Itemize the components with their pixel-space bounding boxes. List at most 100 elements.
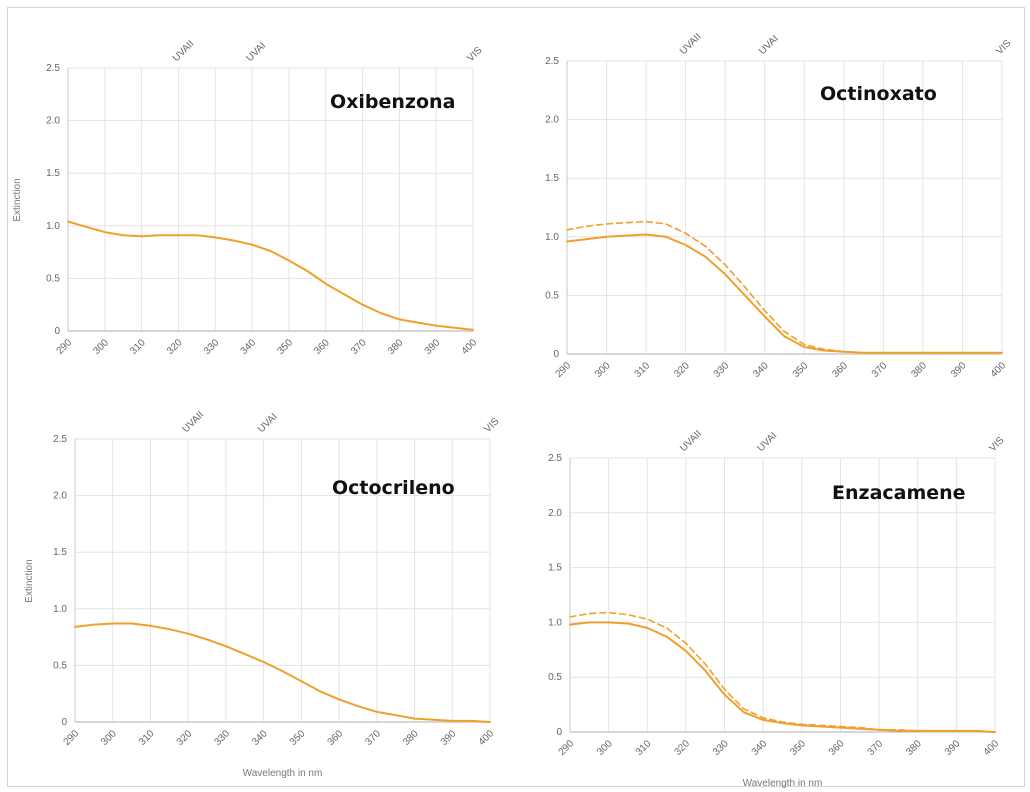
y-tick-label: 1.0 [548, 617, 562, 628]
x-tick-label: 400 [460, 337, 480, 357]
x-tick-label: 300 [91, 337, 111, 357]
x-tick-label: 350 [788, 738, 808, 758]
x-tick-label: 400 [477, 728, 497, 748]
series-line-solid [67, 220, 474, 331]
x-tick-label: 380 [909, 360, 929, 380]
chart-octocrileno: 290 300 310 320 330 340 350 360 370 380 390 400 0 0.5… [24, 409, 502, 779]
y-tick-label: 2.5 [548, 453, 562, 464]
x-tick-label: 320 [175, 728, 195, 748]
band-label: UVAI [757, 33, 781, 57]
x-tick-label: 360 [326, 728, 346, 748]
x-tick-label: 320 [165, 337, 185, 357]
x-tick-label: 400 [989, 360, 1009, 380]
y-axis-label: Extinction [12, 178, 23, 221]
band-label: UVAII [678, 428, 704, 454]
y-tick-label: 2.0 [46, 116, 60, 127]
series-line-dashed [569, 611, 996, 733]
y-tick-label: 0.5 [53, 660, 67, 671]
series-line-solid [74, 622, 491, 723]
y-tick-label: 1.0 [53, 604, 67, 615]
y-tick-label: 1.5 [545, 173, 559, 184]
x-tick-label: 360 [830, 360, 850, 380]
x-tick-label: 390 [949, 360, 969, 380]
x-tick-label: 330 [212, 728, 232, 748]
y-tick-label: 0.5 [548, 672, 562, 683]
chart-enzacamene: 290 300 310 320 330 340 350 360 370 380 390 400 0 0.5… [548, 428, 1007, 789]
y-tick-label: 0.5 [46, 273, 60, 284]
band-label: UVAII [171, 38, 197, 64]
chart-title: Octinoxato [820, 83, 937, 105]
x-tick-label: 350 [275, 337, 295, 357]
band-label: VIS [482, 416, 501, 435]
x-tick-label: 300 [595, 738, 615, 758]
band-label: UVAI [756, 430, 780, 454]
y-tick-label: 1.0 [46, 221, 60, 232]
x-axis-label: Wavelength in nm [743, 778, 823, 789]
chart-oxibenzona: 290 300 310 320 330 340 350 360 370 380 390 400 0 0.5… [12, 38, 485, 357]
x-tick-label: 390 [439, 728, 459, 748]
x-tick-label: 350 [288, 728, 308, 748]
x-tick-label: 340 [250, 728, 270, 748]
y-tick-label: 1.0 [545, 232, 559, 243]
x-tick-label: 320 [672, 738, 692, 758]
x-tick-label: 360 [312, 337, 332, 357]
x-tick-label: 370 [866, 738, 886, 758]
x-tick-label: 320 [672, 360, 692, 380]
y-tick-label: 0 [61, 717, 67, 728]
y-tick-label: 2.5 [53, 434, 67, 445]
chart-octinoxato: 290 300 310 320 330 340 350 360 370 380 390 400 0 0.5… [545, 31, 1014, 380]
y-tick-label: 1.5 [46, 168, 60, 179]
series-line-dashed [566, 220, 1003, 354]
y-tick-label: 0 [553, 349, 559, 360]
band-label: VIS [994, 38, 1013, 57]
x-tick-label: 340 [239, 337, 259, 357]
x-tick-label: 340 [751, 360, 771, 380]
x-tick-label: 360 [827, 738, 847, 758]
y-tick-label: 0 [556, 727, 562, 738]
band-label: UVAI [244, 40, 268, 64]
x-tick-label: 300 [593, 360, 613, 380]
x-tick-label: 310 [634, 738, 654, 758]
y-tick-label: 2.0 [545, 115, 559, 126]
x-tick-label: 380 [401, 728, 421, 748]
x-tick-label: 370 [363, 728, 383, 748]
x-tick-label: 340 [750, 738, 770, 758]
y-tick-label: 2.5 [545, 56, 559, 67]
chart-title: Oxibenzona [330, 91, 455, 113]
band-label: UVAI [256, 411, 280, 435]
band-label: VIS [465, 45, 484, 64]
x-tick-label: 350 [791, 360, 811, 380]
x-tick-label: 380 [904, 738, 924, 758]
y-axis-label: Extinction [24, 559, 35, 602]
y-tick-label: 0 [54, 326, 60, 337]
y-tick-label: 2.0 [53, 491, 67, 502]
x-tick-label: 310 [137, 728, 157, 748]
x-tick-label: 290 [554, 360, 574, 380]
x-tick-label: 400 [982, 738, 1002, 758]
y-tick-label: 1.5 [548, 563, 562, 574]
y-tick-label: 1.5 [53, 547, 67, 558]
chart-title: Octocrileno [332, 477, 455, 499]
chart-title: Enzacamene [832, 482, 966, 504]
x-axis-label: Wavelength in nm [243, 768, 323, 779]
y-tick-label: 2.0 [548, 508, 562, 519]
x-tick-label: 370 [870, 360, 890, 380]
x-tick-label: 300 [99, 728, 119, 748]
band-label: UVAII [678, 31, 704, 57]
x-tick-label: 290 [55, 337, 75, 357]
x-tick-label: 330 [712, 360, 732, 380]
x-tick-label: 380 [386, 337, 406, 357]
x-tick-label: 290 [557, 738, 577, 758]
y-tick-label: 2.5 [46, 63, 60, 74]
band-label: UVAII [181, 409, 207, 435]
x-tick-label: 370 [349, 337, 369, 357]
x-tick-label: 330 [202, 337, 222, 357]
figure-frame [7, 7, 1025, 787]
x-tick-label: 310 [633, 360, 653, 380]
band-label: VIS [987, 435, 1006, 454]
y-tick-label: 0.5 [545, 290, 559, 301]
x-tick-label: 310 [128, 337, 148, 357]
x-tick-label: 330 [711, 738, 731, 758]
series-line-solid [566, 233, 1003, 354]
x-tick-label: 290 [62, 728, 82, 748]
